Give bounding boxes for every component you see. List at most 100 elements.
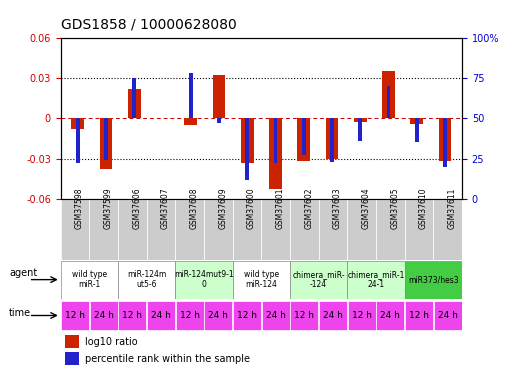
Bar [213, 75, 225, 118]
Bar [233, 301, 261, 330]
Text: 24 h: 24 h [151, 311, 171, 320]
Text: GSM37602: GSM37602 [304, 187, 313, 229]
Bar [100, 118, 112, 170]
Bar [175, 199, 204, 260]
Bar [290, 199, 319, 260]
Text: chimera_miR-1
24-1: chimera_miR-1 24-1 [347, 270, 404, 290]
Bar [71, 118, 84, 129]
Bar [118, 261, 175, 299]
Text: miR-124m
ut5-6: miR-124m ut5-6 [127, 270, 166, 290]
Bar [118, 199, 147, 260]
Bar [319, 199, 347, 260]
Bar [65, 352, 79, 364]
Bar [319, 301, 347, 330]
Bar [262, 301, 290, 330]
Bar [302, 118, 306, 155]
Text: log10 ratio: log10 ratio [85, 337, 137, 346]
Bar [354, 118, 366, 122]
Text: GSM37600: GSM37600 [247, 187, 256, 229]
Bar [297, 118, 310, 161]
Text: 12 h: 12 h [352, 311, 372, 320]
Bar [269, 118, 282, 189]
Text: GSM37601: GSM37601 [276, 187, 285, 229]
Text: 24 h: 24 h [266, 311, 286, 320]
Text: time: time [9, 308, 31, 318]
Bar [290, 301, 318, 330]
Bar [217, 118, 221, 123]
Text: wild type
miR-124: wild type miR-124 [244, 270, 279, 290]
Text: GSM37605: GSM37605 [390, 187, 399, 229]
Bar [76, 118, 80, 164]
Text: 12 h: 12 h [294, 311, 314, 320]
Text: chimera_miR-
-124: chimera_miR- -124 [293, 270, 345, 290]
Bar [433, 301, 461, 330]
Bar [404, 199, 433, 260]
Bar [347, 261, 404, 299]
Bar [326, 118, 338, 159]
Bar [405, 301, 433, 330]
Text: 24 h: 24 h [323, 311, 343, 320]
Bar [415, 118, 419, 142]
Bar [147, 301, 175, 330]
Text: GSM37599: GSM37599 [103, 187, 112, 229]
Bar [330, 118, 334, 162]
Text: GSM37608: GSM37608 [190, 187, 199, 229]
Text: 12 h: 12 h [237, 311, 257, 320]
Bar [347, 301, 376, 330]
Bar [290, 261, 347, 299]
Text: percentile rank within the sample: percentile rank within the sample [85, 354, 250, 363]
Text: GSM37604: GSM37604 [362, 187, 371, 229]
Bar [189, 73, 193, 118]
Bar [246, 118, 249, 180]
Text: GSM37606: GSM37606 [133, 187, 142, 229]
Bar [241, 118, 253, 163]
Text: miR373/hes3: miR373/hes3 [408, 275, 459, 284]
Text: GSM37603: GSM37603 [333, 187, 342, 229]
Text: 24 h: 24 h [94, 311, 114, 320]
Bar [443, 118, 447, 166]
Bar [204, 199, 233, 260]
Bar [233, 261, 290, 299]
Bar [359, 118, 362, 141]
Bar [61, 199, 89, 260]
Text: GSM37611: GSM37611 [448, 188, 457, 229]
Text: 12 h: 12 h [180, 311, 200, 320]
Text: miR-124mut9-1
0: miR-124mut9-1 0 [174, 270, 234, 290]
Text: 24 h: 24 h [438, 311, 458, 320]
Bar [128, 88, 140, 118]
Text: 12 h: 12 h [409, 311, 429, 320]
Text: GSM37598: GSM37598 [75, 187, 84, 229]
Bar [233, 199, 261, 260]
Bar [89, 199, 118, 260]
Bar [176, 301, 204, 330]
Bar [404, 261, 462, 299]
Bar [147, 199, 175, 260]
Bar [204, 301, 232, 330]
Text: 24 h: 24 h [209, 311, 228, 320]
Bar [65, 335, 79, 348]
Bar [104, 118, 108, 160]
Bar [133, 78, 136, 118]
Bar [376, 301, 404, 330]
Text: GDS1858 / 10000628080: GDS1858 / 10000628080 [61, 18, 237, 32]
Bar [376, 199, 404, 260]
Bar [439, 118, 451, 161]
Bar [386, 86, 390, 118]
Bar [175, 261, 233, 299]
Bar [90, 301, 118, 330]
Bar [410, 118, 423, 124]
Bar [261, 199, 290, 260]
Bar [347, 199, 376, 260]
Bar [61, 261, 118, 299]
Text: GSM37610: GSM37610 [419, 187, 428, 229]
Text: wild type
miR-1: wild type miR-1 [72, 270, 107, 290]
Bar [61, 301, 89, 330]
Text: GSM37609: GSM37609 [219, 187, 228, 229]
Text: GSM37607: GSM37607 [161, 187, 170, 229]
Text: agent: agent [9, 268, 37, 278]
Bar [433, 199, 462, 260]
Bar [274, 118, 277, 164]
Text: 12 h: 12 h [65, 311, 85, 320]
Text: 24 h: 24 h [380, 311, 400, 320]
Bar [184, 118, 197, 125]
